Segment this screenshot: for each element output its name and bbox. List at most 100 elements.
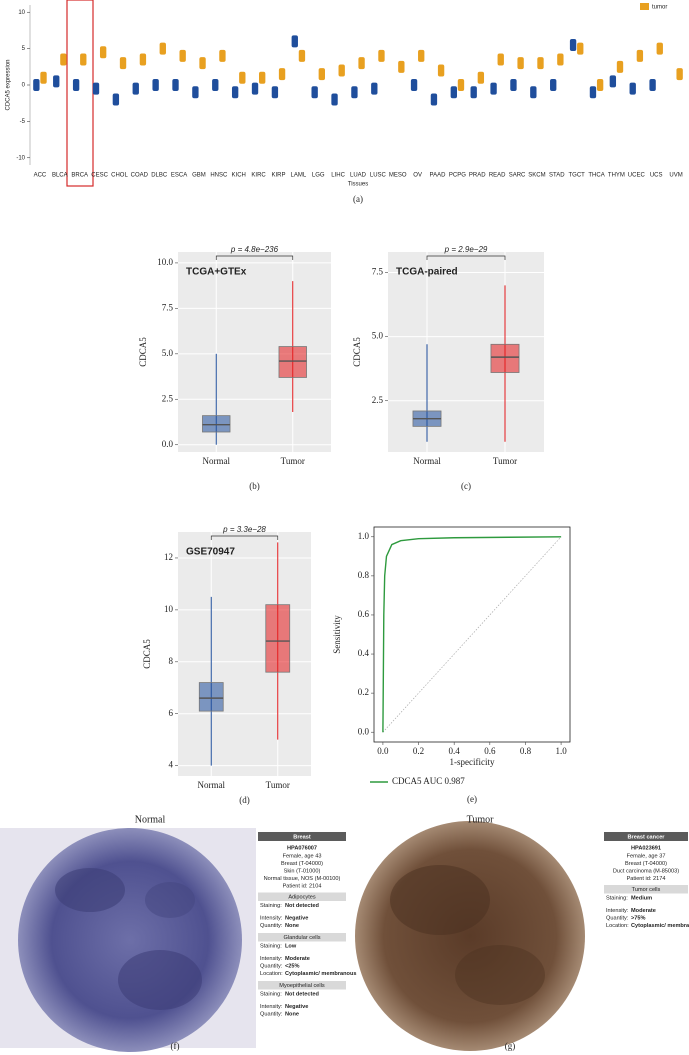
- panel-label: (d): [239, 795, 250, 805]
- info-header-bar: [258, 832, 346, 841]
- y-tick-label: 5.0: [372, 331, 384, 341]
- significance-bracket: [215, 255, 294, 260]
- strip-marker: [192, 86, 199, 99]
- plot-title: TCGA-paired: [396, 267, 458, 278]
- strip-marker: [358, 57, 365, 70]
- tissue-texture: [455, 945, 545, 1005]
- strip-marker: [259, 71, 266, 84]
- strip-marker: [490, 82, 497, 95]
- strip-marker: [609, 75, 617, 88]
- info-detail: Duct carcinoma (M-85003): [613, 868, 679, 874]
- y-axis-label: CDCA5: [352, 337, 362, 367]
- strip-marker: [99, 46, 107, 59]
- x-tick-label: BRCA: [71, 173, 88, 179]
- plot-background: [178, 252, 331, 452]
- strip-marker: [569, 39, 577, 51]
- x-tick-label: 0.8: [520, 746, 532, 756]
- strip-marker: [398, 60, 405, 73]
- x-tick-label: 0.4: [449, 746, 461, 756]
- strip-marker: [239, 71, 246, 84]
- p-value: p = 4.8e−236: [230, 245, 279, 254]
- strip-marker: [530, 86, 537, 99]
- x-tick-label: LAML: [291, 173, 307, 179]
- x-tick-label: UVM: [669, 173, 682, 179]
- strip-marker: [636, 49, 644, 62]
- y-tick-label: 7.5: [162, 302, 174, 312]
- tissue-texture: [145, 882, 195, 918]
- y-tick-label: 10: [164, 604, 174, 614]
- strip-marker: [112, 93, 120, 106]
- image-title: Normal: [135, 814, 166, 825]
- row-value: Medium: [631, 895, 652, 901]
- info-detail: Breast (T-04000): [625, 861, 667, 867]
- box: [278, 346, 307, 378]
- y-tick-label: 12: [164, 552, 173, 562]
- plot-background: [178, 532, 311, 776]
- x-tick-label: 0.6: [484, 746, 496, 756]
- strip-marker: [92, 82, 100, 95]
- strip-marker: [557, 53, 564, 66]
- info-detail: Breast (T-04000): [281, 861, 323, 867]
- tissue-image: [355, 821, 585, 1051]
- row-value: Low: [285, 943, 297, 949]
- x-tick-label: SKCM: [528, 173, 545, 179]
- strip-marker: [179, 49, 186, 62]
- strip-marker: [159, 42, 166, 55]
- row-value: Moderate: [631, 908, 656, 914]
- y-tick-label: 0.0: [358, 726, 370, 736]
- strip-marker: [231, 86, 239, 99]
- y-tick-label: 2.5: [372, 395, 384, 405]
- x-tick-label: ACC: [34, 173, 47, 179]
- x-tick-label: DLBC: [151, 173, 168, 179]
- info-detail: Normal tissue, NOS (M-00100): [264, 876, 341, 882]
- y-tick-label: 1.0: [358, 531, 370, 541]
- info-header-bar: [604, 832, 688, 841]
- x-tick-label: PCPG: [449, 173, 466, 179]
- strip-marker: [80, 53, 87, 66]
- box: [198, 682, 224, 712]
- x-tick-label: TGCT: [568, 173, 585, 179]
- section-bar: [258, 981, 346, 990]
- x-tick-label: KIRP: [271, 173, 285, 179]
- row-value: Negative: [285, 915, 308, 921]
- x-tick-label: MESO: [389, 173, 407, 179]
- x-tick-label: LIHC: [331, 173, 345, 179]
- row-value: >75%: [631, 915, 645, 921]
- tissue-texture: [390, 865, 490, 935]
- tissue-image: [18, 828, 242, 1052]
- info-detail: Female, age 43: [283, 853, 322, 859]
- strip-marker: [497, 53, 504, 66]
- tissue-texture: [118, 950, 202, 1010]
- box: [265, 604, 291, 673]
- x-tick-label: ESCA: [171, 173, 187, 179]
- strip-marker: [338, 64, 345, 77]
- plot-background: [388, 252, 544, 452]
- x-tick-label: KICH: [232, 173, 246, 179]
- strip-marker: [418, 49, 425, 62]
- roc-curve: [382, 536, 562, 733]
- y-tick-label: 6: [169, 708, 174, 718]
- y-tick-label: 0.4: [358, 648, 370, 658]
- x-tick-label: READ: [489, 173, 506, 179]
- section-bar: [258, 933, 346, 942]
- info-detail: Female, age 37: [627, 853, 666, 859]
- strip-marker: [470, 86, 477, 99]
- significance-bracket: [426, 255, 506, 260]
- x-tick-label: THCA: [588, 173, 604, 179]
- section-name: Tumor cells: [632, 887, 661, 893]
- x-tick-label: OV: [413, 173, 422, 179]
- significance-bracket: [210, 535, 279, 540]
- y-tick-label: 0.2: [358, 687, 369, 697]
- x-tick-label: STAD: [549, 173, 565, 179]
- row-label: Quantity:: [260, 963, 283, 969]
- row-value: Not detected: [285, 991, 319, 997]
- y-tick-label: 5: [22, 46, 26, 52]
- x-tick-label: 1.0: [555, 746, 567, 756]
- y-axis-label: CDCA5: [138, 337, 148, 367]
- y-tick-label: 5.0: [162, 348, 174, 358]
- strip-marker: [430, 93, 438, 106]
- row-label: Quantity:: [260, 923, 283, 929]
- y-tick-label: 10.0: [157, 257, 173, 267]
- y-tick-label: 2.5: [162, 393, 174, 403]
- strip-marker: [60, 53, 67, 66]
